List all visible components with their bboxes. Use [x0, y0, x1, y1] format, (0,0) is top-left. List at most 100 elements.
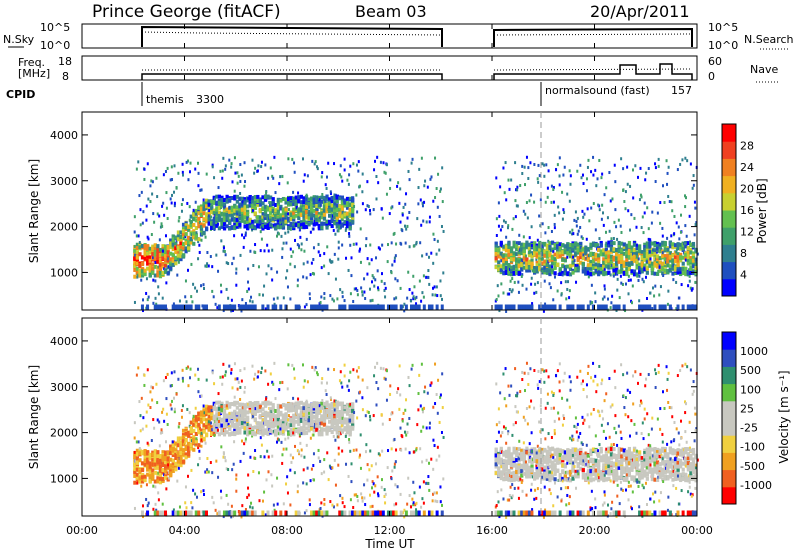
power-cell	[143, 167, 146, 171]
power-cell	[609, 254, 614, 259]
velocity-cell	[266, 400, 270, 405]
power-cell	[271, 209, 275, 214]
power-cell	[313, 162, 316, 166]
velocity-cell	[146, 510, 150, 516]
power-cell	[304, 207, 309, 212]
power-cell	[269, 166, 272, 170]
power-cell	[281, 215, 286, 220]
power-cell	[590, 206, 593, 210]
power-cell	[269, 215, 273, 220]
power-cell	[198, 250, 201, 254]
power-cell	[189, 237, 193, 242]
power-cell	[666, 171, 669, 175]
velocity-cell	[256, 421, 260, 426]
velocity-cell	[161, 410, 164, 414]
power-cell	[616, 277, 619, 281]
power-cell	[302, 204, 306, 209]
velocity-cell	[231, 468, 234, 472]
power-cell	[584, 245, 587, 249]
power-cell	[246, 209, 250, 214]
velocity-cell	[153, 449, 157, 454]
velocity-cell	[221, 375, 224, 379]
velocity-cell	[269, 429, 273, 434]
velocity-cell	[281, 380, 284, 384]
velocity-cell	[140, 475, 145, 480]
power-cell	[140, 273, 145, 278]
power-cell	[189, 240, 193, 245]
velocity-cell	[256, 375, 259, 379]
velocity-cell	[222, 510, 226, 516]
velocity-cell	[246, 425, 250, 430]
power-cell	[164, 258, 168, 263]
power-cell	[615, 267, 619, 272]
power-cell	[220, 290, 223, 294]
velocity-cell	[184, 444, 188, 449]
velocity-cell	[256, 409, 260, 414]
power-cell	[228, 226, 232, 231]
velocity-cell	[274, 510, 278, 516]
power-cell	[243, 236, 246, 240]
colorbar-tick: 28	[740, 140, 754, 153]
power-cell	[343, 212, 347, 217]
power-cell	[545, 251, 550, 256]
power-cell	[533, 252, 537, 257]
power-cell	[512, 268, 516, 273]
velocity-cell	[151, 386, 154, 390]
power-cell	[300, 242, 303, 246]
power-cell	[266, 223, 270, 228]
velocity-cell	[266, 431, 270, 436]
power-cell	[625, 250, 629, 255]
velocity-cell	[146, 504, 149, 508]
power-cell	[136, 273, 139, 277]
velocity-cell	[192, 418, 196, 423]
power-cell	[654, 162, 657, 166]
power-cell	[356, 210, 359, 214]
power-cell	[260, 165, 263, 169]
power-cell	[329, 190, 332, 194]
power-cell	[192, 282, 195, 286]
power-cell	[414, 297, 417, 301]
power-cell	[620, 265, 624, 270]
power-cell	[348, 232, 351, 236]
velocity-cell	[169, 384, 172, 388]
velocity-cell	[272, 503, 275, 507]
power-cell	[191, 233, 194, 237]
power-cell	[658, 247, 662, 252]
power-cell	[351, 304, 355, 310]
power-cell	[345, 256, 348, 260]
power-cell	[351, 209, 355, 214]
power-cell	[317, 250, 320, 254]
power-cell	[653, 304, 657, 310]
power-cell	[215, 200, 219, 205]
power-ylabel: Slant Range [km]	[27, 159, 41, 263]
power-cell	[575, 220, 578, 224]
velocity-cell	[236, 387, 239, 391]
power-cell	[631, 284, 634, 288]
velocity-cell	[230, 510, 234, 516]
power-cell	[681, 270, 685, 275]
power-cell	[645, 255, 649, 260]
power-cell	[568, 245, 573, 250]
velocity-cell	[153, 455, 157, 460]
velocity-cell	[264, 513, 267, 517]
power-cell	[653, 294, 656, 298]
power-cell	[293, 265, 296, 269]
velocity-cell	[243, 390, 246, 394]
power-cell	[225, 207, 229, 212]
power-cell	[286, 269, 289, 273]
velocity-cell	[289, 418, 293, 423]
power-cell	[161, 261, 165, 266]
power-cell	[181, 198, 184, 202]
power-cell	[624, 282, 627, 286]
power-cell	[256, 194, 260, 199]
power-cell	[607, 297, 610, 301]
power-cell	[211, 265, 214, 269]
velocity-cell	[135, 448, 140, 453]
velocity-cell	[258, 499, 261, 503]
power-cell	[161, 204, 164, 208]
power-cell	[521, 283, 524, 287]
power-cell	[436, 294, 439, 298]
power-cell	[235, 267, 238, 271]
power-cell	[561, 252, 565, 257]
